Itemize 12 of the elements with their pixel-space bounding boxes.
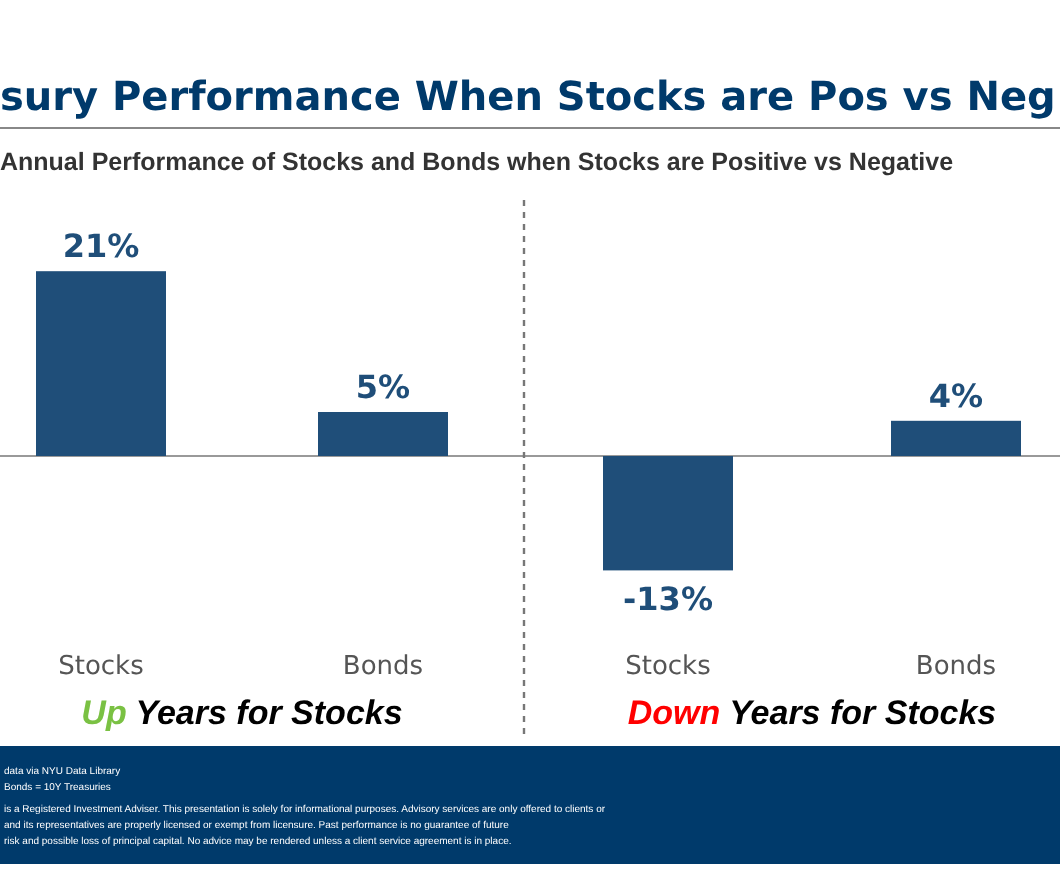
chart-title: sury Performance When Stocks are Pos vs Neg bbox=[0, 72, 1056, 120]
data-label: 4% bbox=[928, 376, 984, 415]
x-tick-label: Stocks bbox=[625, 652, 712, 682]
data-label: 5% bbox=[355, 368, 411, 406]
x-tick-label: Stocks bbox=[58, 652, 145, 682]
x-axis-title: Down Years for Stocks bbox=[627, 694, 997, 732]
data-label: -13% bbox=[623, 580, 713, 619]
x-axis-title: Up Years for Stocks bbox=[81, 694, 403, 732]
data-label: 21% bbox=[62, 227, 140, 266]
chart-subtitle: Annual Performance of Stocks and Bonds when Stocks are Positive vs Negative bbox=[0, 148, 954, 176]
x-tick-label: Bonds bbox=[342, 652, 424, 682]
x-tick-label: Bonds bbox=[915, 652, 997, 682]
